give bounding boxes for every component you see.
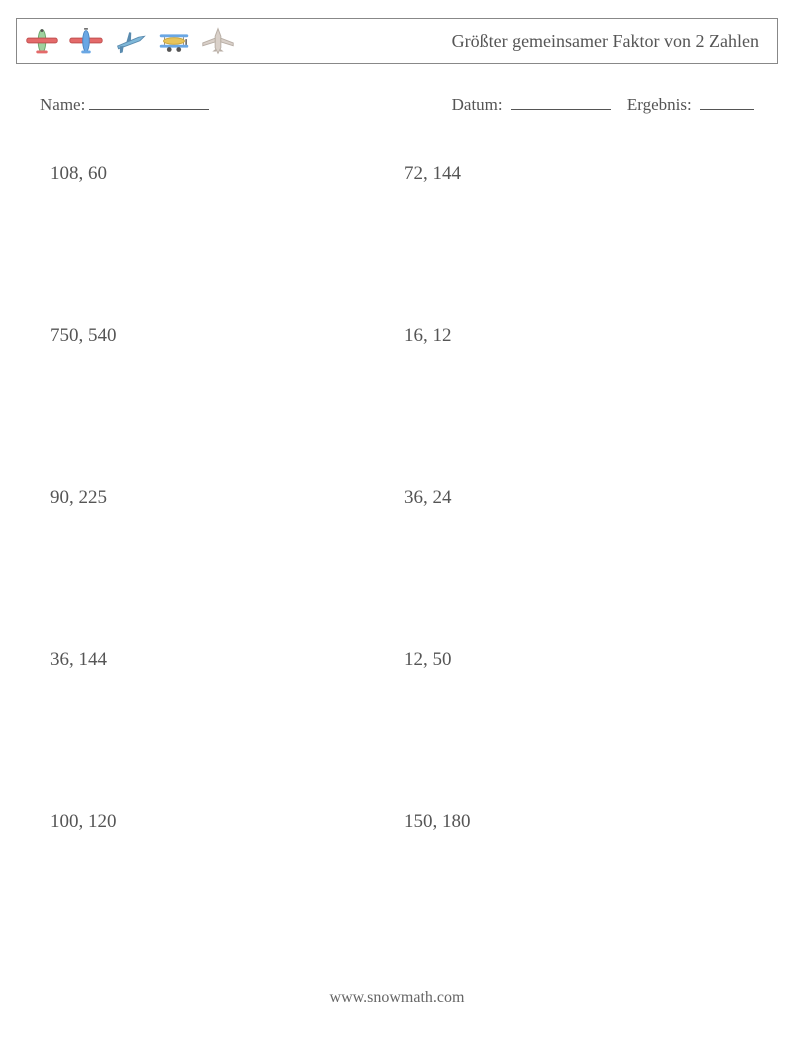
problem-cell: 150, 180 xyxy=(402,805,754,967)
plane-icon-2 xyxy=(67,25,105,57)
date-field-group: Datum: xyxy=(452,92,611,115)
name-field-group: Name: xyxy=(40,92,209,115)
problem-cell: 36, 144 xyxy=(50,643,402,805)
problem-cell: 750, 540 xyxy=(50,319,402,481)
problem-cell: 16, 12 xyxy=(402,319,754,481)
problem-cell: 12, 50 xyxy=(402,643,754,805)
result-label: Ergebnis: xyxy=(627,95,692,114)
plane-icon-3 xyxy=(111,25,149,57)
problem-row: 100, 120 150, 180 xyxy=(50,805,754,967)
worksheet-header: Größter gemeinsamer Faktor von 2 Zahlen xyxy=(16,18,778,64)
problem-cell: 108, 60 xyxy=(50,157,402,319)
problem-cell: 90, 225 xyxy=(50,481,402,643)
footer-url: www.snowmath.com xyxy=(0,989,794,1007)
problem-cell: 36, 24 xyxy=(402,481,754,643)
problems-grid: 108, 60 72, 144 750, 540 16, 12 90, 225 … xyxy=(16,157,778,967)
result-field-group: Ergebnis: xyxy=(627,92,754,115)
name-label: Name: xyxy=(40,95,85,115)
plane-icon-1 xyxy=(23,25,61,57)
result-blank xyxy=(700,92,754,110)
plane-icon-5 xyxy=(199,25,237,57)
info-row: Name: Datum: Ergebnis: xyxy=(16,92,778,115)
problem-row: 36, 144 12, 50 xyxy=(50,643,754,805)
problem-row: 108, 60 72, 144 xyxy=(50,157,754,319)
date-blank xyxy=(511,92,611,110)
plane-icons-row xyxy=(23,25,237,57)
problem-cell: 100, 120 xyxy=(50,805,402,967)
date-label: Datum: xyxy=(452,95,503,114)
name-blank xyxy=(89,92,209,110)
plane-icon-4 xyxy=(155,25,193,57)
problem-row: 750, 540 16, 12 xyxy=(50,319,754,481)
problem-row: 90, 225 36, 24 xyxy=(50,481,754,643)
problem-cell: 72, 144 xyxy=(402,157,754,319)
worksheet-title: Größter gemeinsamer Faktor von 2 Zahlen xyxy=(452,31,763,52)
